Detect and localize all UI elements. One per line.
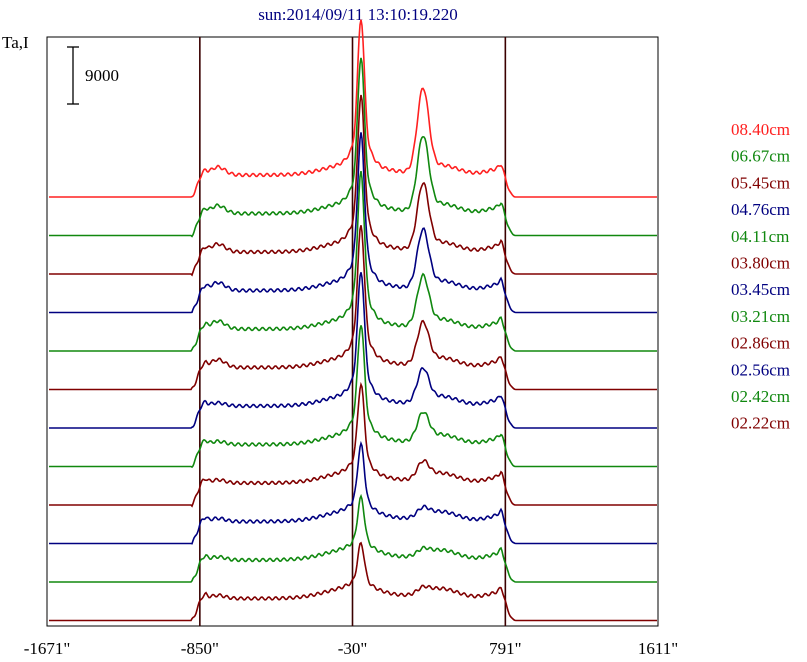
legend-entry: 02.42cm — [731, 387, 790, 406]
legend-entry: 06.67cm — [731, 147, 790, 166]
series-group — [49, 19, 657, 622]
scale-bar-label: 9000 — [85, 66, 119, 85]
legend-entry: 04.76cm — [731, 200, 790, 219]
series-line-05.45cm — [49, 94, 657, 277]
series-line-02.56cm — [49, 440, 657, 545]
legend-entry: 03.45cm — [731, 280, 790, 299]
legend-entry: 03.21cm — [731, 307, 790, 326]
x-tick-label: 1611" — [638, 639, 678, 658]
vertical-markers — [199, 37, 507, 626]
legend-entry: 03.80cm — [731, 254, 790, 273]
series-line-03.45cm — [49, 272, 657, 429]
series-line-04.76cm — [49, 132, 657, 314]
legend-entry: 02.56cm — [731, 360, 790, 379]
x-tick-label: -30" — [338, 639, 368, 658]
y-axis-label: Ta,I — [2, 33, 29, 52]
x-axis-ticks: -1671" -850" -30" 791" 1611" — [24, 639, 678, 658]
series-line-04.11cm — [49, 170, 657, 352]
legend-entry: 02.86cm — [731, 334, 790, 353]
scale-bar: 9000 — [67, 46, 119, 105]
series-line-02.86cm — [49, 381, 657, 508]
x-tick-label: 791" — [489, 639, 521, 658]
chart-title: sun:2014/09/11 13:10:19.220 — [258, 5, 458, 24]
series-line-02.22cm — [49, 541, 657, 622]
legend-entry: 08.40cm — [731, 120, 790, 139]
series-line-06.67cm — [49, 57, 657, 238]
series-line-03.80cm — [49, 225, 657, 391]
legend: 08.40cm 06.67cm 05.45cm 04.76cm 04.11cm 03.80… — [731, 120, 790, 433]
x-tick-label: -1671" — [24, 639, 71, 658]
x-tick-label: -850" — [181, 639, 219, 658]
legend-entry: 04.11cm — [731, 227, 789, 246]
series-line-02.42cm — [49, 493, 657, 583]
series-line-08.40cm — [49, 19, 657, 198]
series-line-03.21cm — [49, 325, 657, 469]
legend-entry: 02.22cm — [731, 414, 790, 433]
legend-entry: 05.45cm — [731, 173, 790, 192]
